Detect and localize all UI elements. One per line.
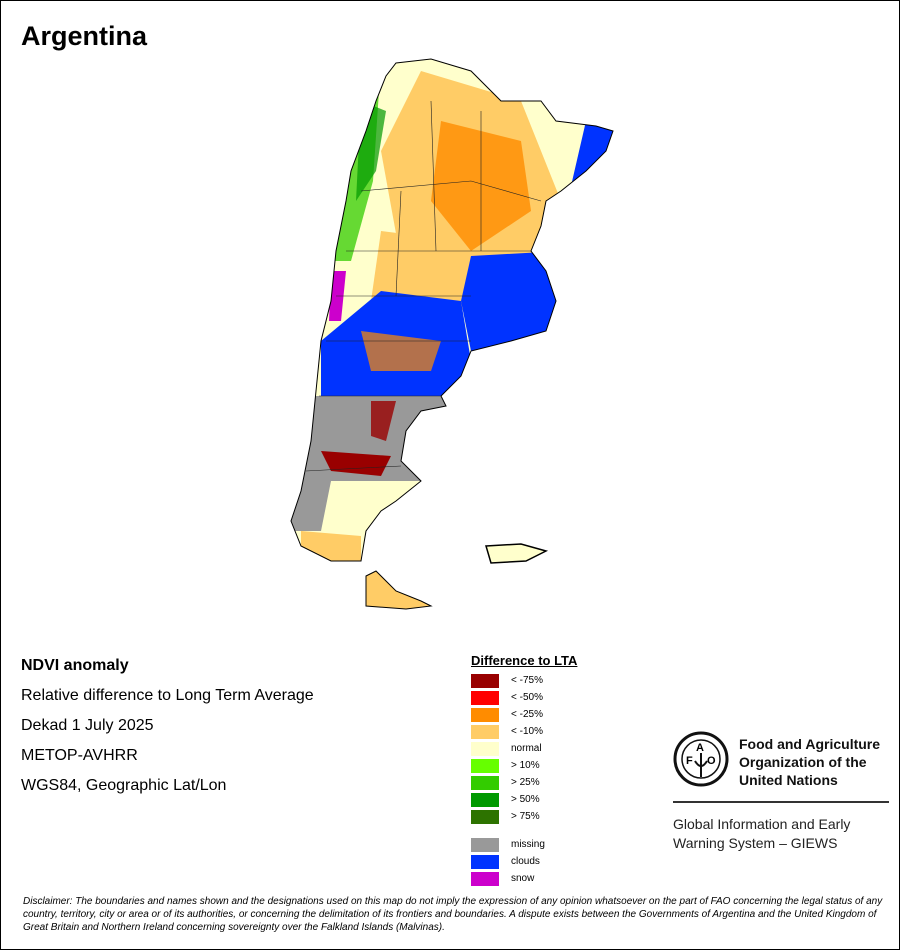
legend-item: < -75% [471, 672, 577, 689]
falkland-islands [485, 543, 549, 564]
legend-item: < -10% [471, 723, 577, 740]
legend: Difference to LTA < -75% < -50% < -25% < -1… [471, 653, 577, 887]
svg-text:F: F [686, 755, 693, 767]
legend-swatch [471, 758, 499, 773]
legend-swatch [471, 690, 499, 705]
map-info: NDVI anomaly Relative difference to Long… [21, 657, 314, 807]
legend-label: > 10% [511, 760, 540, 771]
province-borders [305, 100, 542, 472]
legend-swatch [471, 809, 499, 824]
legend-label: clouds [511, 856, 540, 867]
legend-item: < -50% [471, 689, 577, 706]
projection: WGS84, Geographic Lat/Lon [21, 777, 227, 794]
legend-label: > 25% [511, 777, 540, 788]
legend-swatch [471, 871, 499, 886]
legend-swatch [471, 854, 499, 869]
fao-logo: F A O [673, 731, 729, 787]
legend-item: > 50% [471, 791, 577, 808]
legend-item: clouds [471, 853, 577, 870]
legend-swatch [471, 792, 499, 807]
mainland-argentina [291, 59, 613, 561]
legend-item: > 25% [471, 774, 577, 791]
legend-swatch [471, 741, 499, 756]
product-description: Relative difference to Long Term Average [21, 687, 314, 704]
divider [673, 801, 889, 803]
sensor: METOP-AVHRR [21, 747, 138, 764]
legend-swatch [471, 837, 499, 852]
product-name: NDVI anomaly [21, 657, 129, 674]
legend-item: > 75% [471, 808, 577, 825]
legend-item: normal [471, 740, 577, 757]
legend-swatch [471, 707, 499, 722]
svg-text:A: A [696, 742, 704, 754]
legend-item: snow [471, 870, 577, 887]
legend-label: missing [511, 839, 545, 850]
tierra-del-fuego [365, 570, 433, 610]
legend-label: > 50% [511, 794, 540, 805]
legend-label: < -25% [511, 709, 543, 720]
legend-label: < -50% [511, 692, 543, 703]
giews-name: Global Information and Early Warning Sys… [673, 816, 851, 851]
fao-name: Food and Agriculture Organization of the… [739, 736, 881, 788]
legend-item: > 10% [471, 757, 577, 774]
legend-swatch [471, 724, 499, 739]
country-border [290, 58, 614, 562]
legend-item: missing [471, 836, 577, 853]
map-title: Argentina [21, 21, 148, 51]
legend-item: < -25% [471, 706, 577, 723]
legend-label: > 75% [511, 811, 540, 822]
legend-label: < -10% [511, 726, 543, 737]
legend-label: < -75% [511, 675, 543, 686]
legend-swatch [471, 673, 499, 688]
legend-title: Difference to LTA [471, 653, 578, 668]
legend-swatch [471, 775, 499, 790]
time-period: Dekad 1 July 2025 [21, 717, 154, 734]
disclaimer: Disclaimer: The boundaries and names sho… [23, 896, 883, 933]
svg-text:O: O [707, 755, 716, 767]
legend-label: snow [511, 873, 535, 884]
ndvi-anomaly-map [290, 58, 614, 610]
legend-label: normal [511, 743, 542, 754]
